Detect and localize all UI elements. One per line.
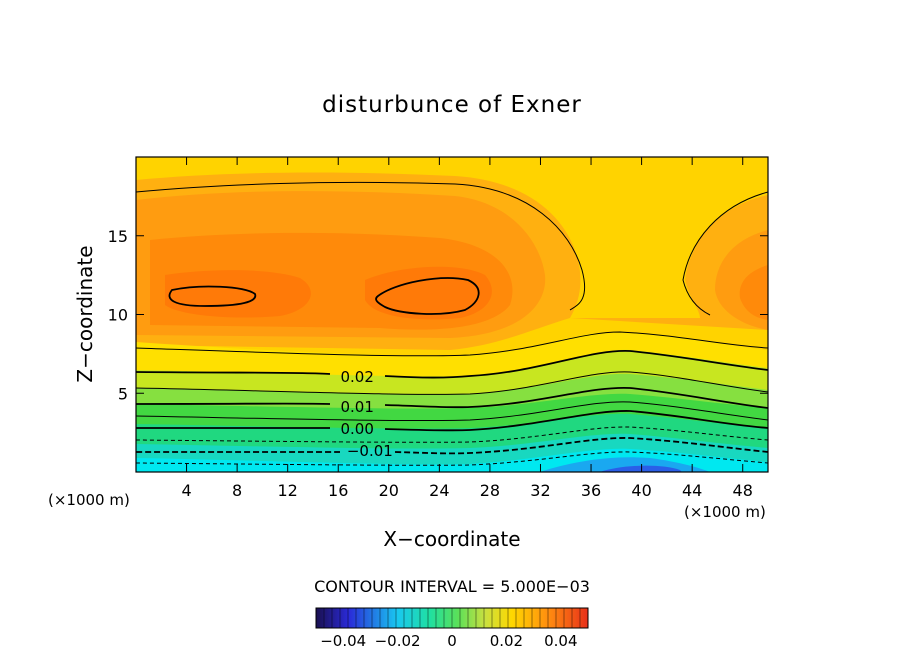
x-tick-label: 24 [429,481,449,500]
band-deep-blue [600,465,682,472]
x-tick-label: 48 [733,481,753,500]
contour-line-neg0015 [136,451,768,466]
contour-line-neg0005 [136,426,768,443]
contour-line-001 [136,386,768,409]
colorbar-tick-label: 0.04 [544,632,577,650]
contour-label-layer: 0.02 0.01 0.00 −0.01 [340,368,392,460]
x-axis-ticks: 4 8 12 16 20 24 28 32 36 40 44 48 [181,157,753,500]
y-tick-label: 15 [108,227,128,246]
contour-label: 0.00 [340,420,373,438]
x-tick-label: 44 [682,481,702,500]
contour-label: 0.01 [340,398,373,416]
x-axis-label: X−coordinate [383,527,520,551]
x-unit-left: (×1000 m) [48,491,130,509]
y-axis-label: Z−coordinate [73,245,97,382]
colorbar-labels: −0.04 −0.02 0 0.02 0.04 [320,632,577,650]
y-axis-ticks: 5 10 15 [108,227,768,403]
x-tick-label: 32 [530,481,550,500]
x-unit-right: (×1000 m) [684,503,766,521]
contour-line-002 [136,350,768,379]
colorbar-tick-label: −0.02 [375,632,421,650]
x-tick-label: 8 [232,481,242,500]
x-tick-label: 20 [379,481,399,500]
colorbar-frame [315,607,589,629]
contour-line-0015 [136,371,768,395]
x-tick-label: 4 [181,481,191,500]
contour-lines [136,181,768,466]
band-deep-orange [165,266,492,320]
colorbar-tick-label: −0.04 [320,632,366,650]
x-tick-label: 36 [581,481,601,500]
y-tick-label: 10 [108,306,128,325]
x-tick-label: 40 [631,481,651,500]
colorbar-stripes [323,608,581,628]
contour-interval: CONTOUR INTERVAL = 5.000E−03 [314,577,590,596]
chart-title: disturbunce of Exner [322,92,582,118]
colorbar-tick-label: 0.02 [490,632,523,650]
contour-line-neg001 [136,437,768,455]
y-tick-label: 5 [118,384,128,403]
x-tick-label: 16 [328,481,348,500]
contour-label: 0.02 [340,368,373,386]
contour-closed-left [168,285,257,307]
contour-fill [136,157,768,472]
contour-label: −0.01 [347,442,393,460]
colorbar-tick-label: 0 [447,632,457,650]
contour-line-top [136,181,768,316]
colorbar: −0.04 −0.02 0 0.02 0.04 [315,607,589,650]
x-tick-label: 12 [278,481,298,500]
contour-line-0025 [136,331,768,357]
contour-line-0005 [136,401,768,422]
x-tick-label: 28 [480,481,500,500]
contour-line-000 [136,410,768,432]
contour-closed-center [375,277,480,315]
